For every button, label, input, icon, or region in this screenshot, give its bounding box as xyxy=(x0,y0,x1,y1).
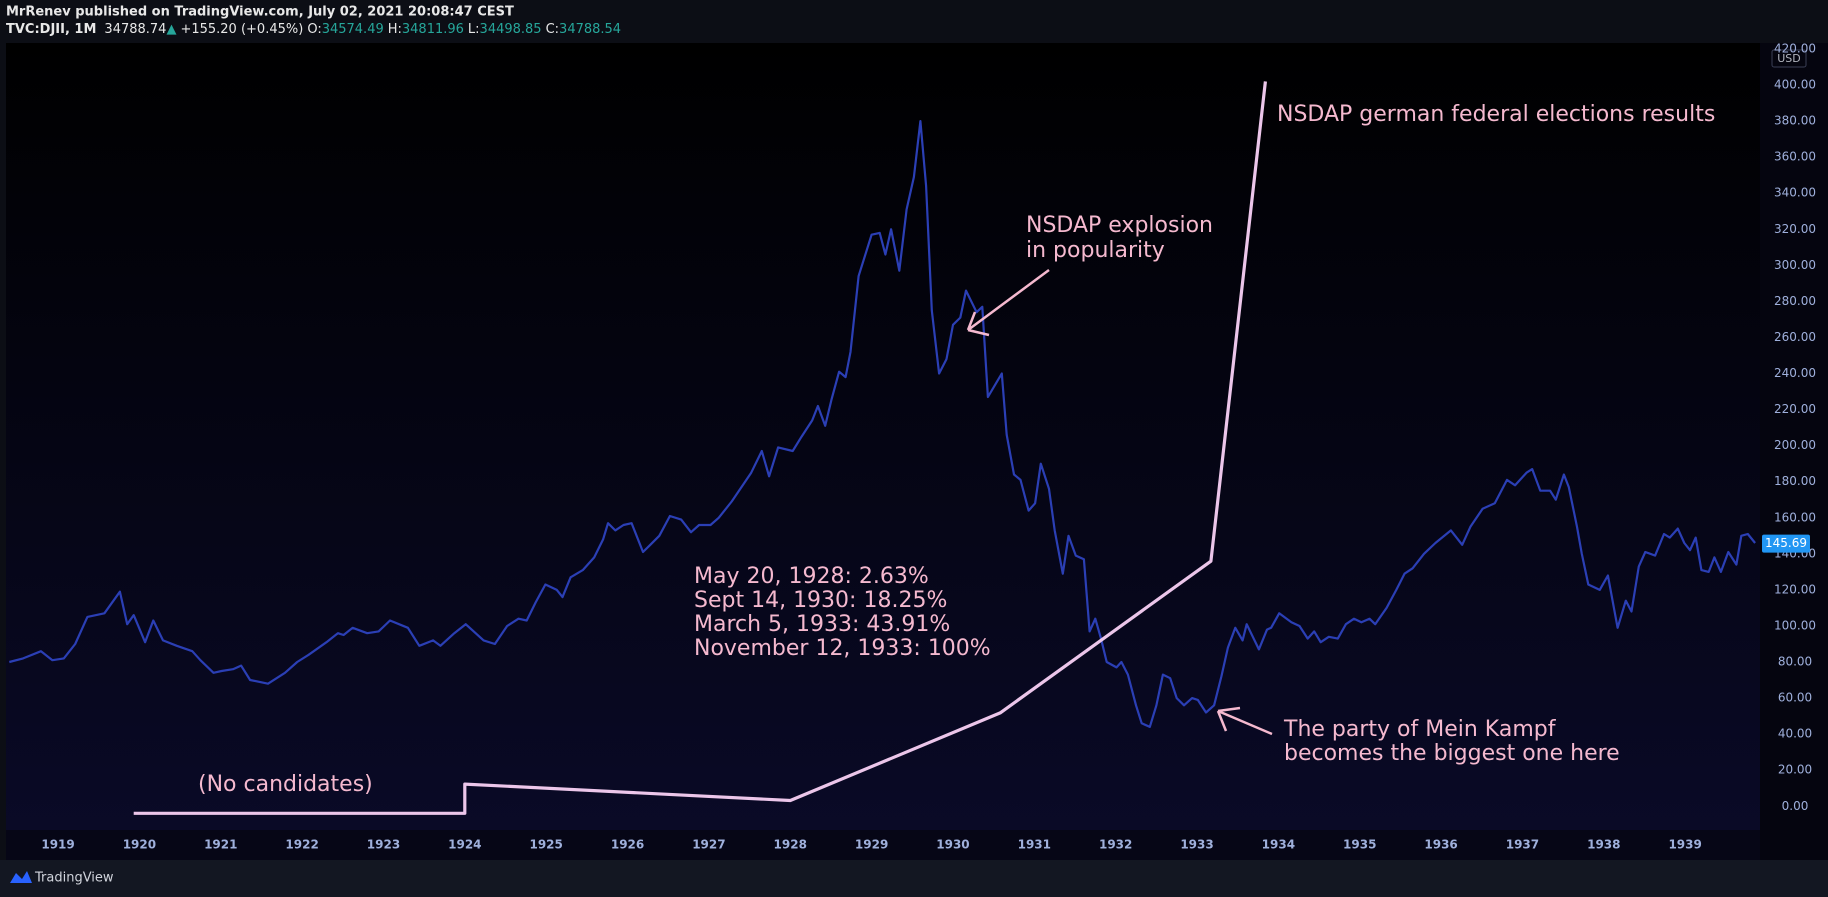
y-tick-label: 300.00 xyxy=(1774,258,1816,272)
y-tick-label: 0.00 xyxy=(1782,799,1809,813)
x-tick-label: 1927 xyxy=(692,838,725,852)
annotation: (No candidates) xyxy=(198,772,373,797)
open: 34574.49 xyxy=(322,22,384,37)
price-label: 145.69 xyxy=(1765,536,1807,550)
y-tick-label: 320.00 xyxy=(1774,222,1816,236)
y-tick-label: 340.00 xyxy=(1774,186,1816,200)
x-tick-label: 1934 xyxy=(1262,838,1295,852)
h-label: H: xyxy=(388,22,402,37)
annotation: NSDAP german federal elections results xyxy=(1277,102,1715,127)
x-tick-label: 1935 xyxy=(1343,838,1376,852)
footer-bar xyxy=(0,860,1828,897)
y-tick-label: 160.00 xyxy=(1774,510,1816,524)
price-axis xyxy=(1760,43,1828,860)
low: 34498.85 xyxy=(480,22,542,37)
x-tick-label: 1928 xyxy=(774,838,807,852)
series-line xyxy=(133,81,1267,815)
x-tick-label: 1936 xyxy=(1424,838,1457,852)
annotation: in popularity xyxy=(1026,238,1165,263)
annotation: NSDAP explosion xyxy=(1026,213,1213,238)
marks xyxy=(9,81,1756,815)
y-tick-label: 220.00 xyxy=(1774,402,1816,416)
change: +155.20 (+0.45%) xyxy=(180,22,303,37)
arrow xyxy=(1216,706,1273,736)
y-tick-label: 20.00 xyxy=(1778,763,1812,777)
x-tick-label: 1924 xyxy=(448,838,481,852)
x-tick-label: 1923 xyxy=(367,838,400,852)
annotation: November 12, 1933: 100% xyxy=(694,636,991,661)
y-tick-label: 380.00 xyxy=(1774,114,1816,128)
x-tick-label: 1938 xyxy=(1587,838,1620,852)
annotation: May 20, 1928: 2.63% xyxy=(694,564,929,589)
x-tick-label: 1919 xyxy=(41,838,74,852)
y-tick-label: 60.00 xyxy=(1778,691,1812,705)
price-label-box xyxy=(1762,534,1810,553)
currency-box xyxy=(1771,49,1807,68)
y-tick-label: 400.00 xyxy=(1774,78,1816,92)
o-label: O: xyxy=(307,22,321,37)
x-tick-label: 1926 xyxy=(611,838,644,852)
series-line xyxy=(9,120,1756,728)
annotation: March 5, 1933: 43.91% xyxy=(694,612,950,637)
y-tick-label: 100.00 xyxy=(1774,618,1816,632)
y-tick-label: 420.00 xyxy=(1774,41,1816,55)
y-tick-label: 240.00 xyxy=(1774,366,1816,380)
y-tick-label: 260.00 xyxy=(1774,330,1816,344)
y-tick-label: 360.00 xyxy=(1774,150,1816,164)
x-tick-label: 1929 xyxy=(855,838,888,852)
arrow xyxy=(966,268,1050,337)
y-tick-label: 80.00 xyxy=(1778,655,1812,669)
l-label: L: xyxy=(468,22,480,37)
arrow: ▲ xyxy=(166,22,176,37)
time-axis xyxy=(6,830,1760,860)
x-tick-label: 1922 xyxy=(285,838,318,852)
last: 34788.74 xyxy=(104,22,166,37)
plot-area xyxy=(6,43,1760,860)
close: 34788.54 xyxy=(559,22,621,37)
x-tick-label: 1939 xyxy=(1668,838,1701,852)
quote-line: TVC:DJII, 1M 34788.74▲ +155.20 (+0.45%) O:3… xyxy=(6,22,621,37)
x-tick-label: 1921 xyxy=(204,838,237,852)
x-tick-label: 1931 xyxy=(1018,838,1051,852)
x-tick-label: 1933 xyxy=(1180,838,1213,852)
annotation: The party of Mein Kampf xyxy=(1283,717,1557,742)
x-tick-label: 1920 xyxy=(123,838,156,852)
y-tick-label: 180.00 xyxy=(1774,474,1816,488)
publisher: MrRenev published on TradingView.com, Ju… xyxy=(6,5,514,20)
annotation: Sept 14, 1930: 18.25% xyxy=(694,588,947,613)
y-tick-label: 200.00 xyxy=(1774,438,1816,452)
y-tick-label: 120.00 xyxy=(1774,582,1816,596)
y-tick-label: 280.00 xyxy=(1774,294,1816,308)
symbol: TVC:DJII, 1M xyxy=(6,22,96,37)
x-tick-label: 1925 xyxy=(529,838,562,852)
x-tick-label: 1930 xyxy=(936,838,969,852)
currency: USD xyxy=(1777,52,1801,65)
brand: TradingView xyxy=(34,871,114,886)
c-label: C: xyxy=(546,22,559,37)
header-bar xyxy=(0,0,1828,43)
y-tick-label: 40.00 xyxy=(1778,727,1812,741)
logo xyxy=(10,871,32,883)
x-tick-label: 1937 xyxy=(1506,838,1539,852)
high: 34811.96 xyxy=(402,22,464,37)
annotation: becomes the biggest one here xyxy=(1284,741,1620,766)
x-tick-label: 1932 xyxy=(1099,838,1132,852)
